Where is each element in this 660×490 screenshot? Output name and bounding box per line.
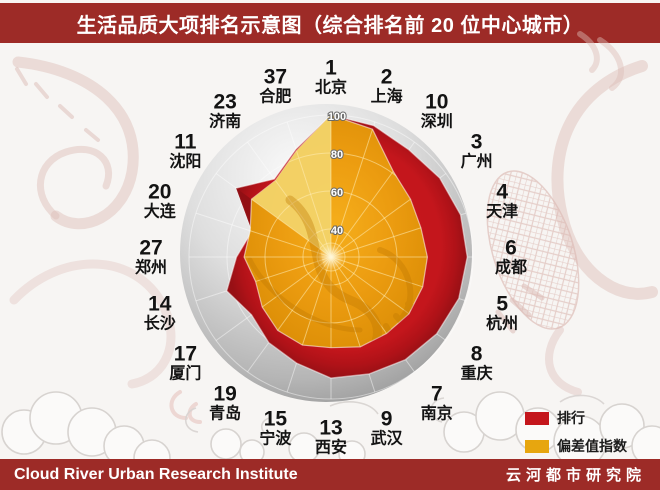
footer-institute-zh: 云河都市研究院 <box>505 467 646 484</box>
legend-swatch-ranking <box>525 411 549 425</box>
ring-label-100: 100 <box>328 111 346 123</box>
center-glow <box>317 243 345 271</box>
legend: 排行 偏差值指数 <box>525 408 627 464</box>
legend-item-ranking: 排行 <box>525 408 627 428</box>
legend-swatch-deviation-index <box>525 439 549 453</box>
ring-label-60: 60 <box>331 187 343 199</box>
ring-label-80: 80 <box>331 149 343 161</box>
title-banner: 生活品质大项排名示意图（综合排名前 20 位中心城市） <box>0 3 660 43</box>
deviation-index-highlight-facet <box>251 115 331 257</box>
footer-banner: Cloud River Urban Research Institute 云河都… <box>0 459 660 490</box>
dragon-art-right <box>486 31 658 396</box>
ring-label-40: 40 <box>331 225 343 237</box>
legend-label-ranking: 排行 <box>557 410 585 426</box>
cloud-art <box>1 391 660 477</box>
legend-label-deviation-index: 偏差值指数 <box>557 438 627 454</box>
footer-institute-en: Cloud River Urban Research Institute <box>14 465 298 483</box>
radar-grid-inner <box>244 115 428 348</box>
page-title: 生活品质大项排名示意图（综合排名前 20 位中心城市） <box>76 14 584 37</box>
legend-item-deviation-index: 偏差值指数 <box>525 436 627 456</box>
ring-labels: 100 80 60 40 <box>327 110 347 238</box>
dragon-art-left <box>9 56 202 424</box>
